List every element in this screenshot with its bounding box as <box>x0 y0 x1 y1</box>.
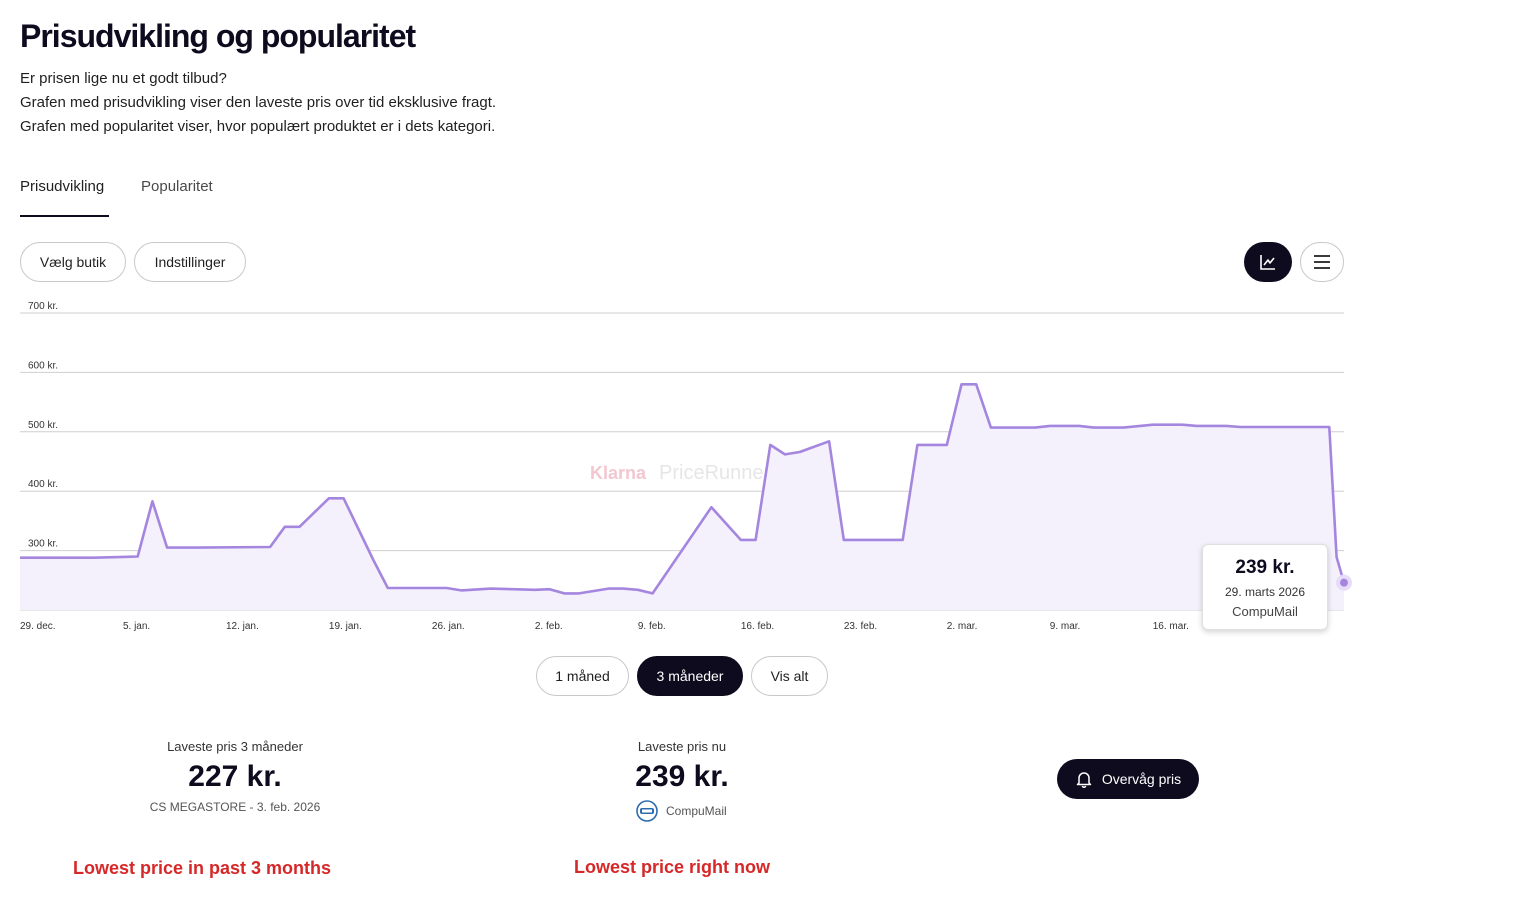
bell-icon <box>1076 772 1092 788</box>
x-tick-label: 9. feb. <box>638 621 666 632</box>
tooltip-price: 239 kr. <box>1235 557 1295 578</box>
watermark-brand: Klarna <box>590 463 647 483</box>
choose-store-button[interactable]: Vælg butik <box>20 242 126 282</box>
watermark-product: PriceRunner <box>659 462 771 484</box>
watch-price-button[interactable]: Overvåg pris <box>1057 759 1199 799</box>
range-all-button[interactable]: Vis alt <box>751 656 828 696</box>
compumail-logo-icon <box>636 800 658 822</box>
tooltip-store: CompuMail <box>1232 604 1298 619</box>
price-line <box>20 383 1346 595</box>
description-line-2: Grafen med prisudvikling viser den laves… <box>20 94 497 111</box>
tooltip-date: 29. marts 2026 <box>1224 585 1306 599</box>
current-price-marker[interactable] <box>1336 574 1352 591</box>
lowest-3m-value: 227 kr. <box>188 760 282 793</box>
description-line-1: Er prisen lige nu et godt tilbud? <box>20 70 227 87</box>
x-tick-label: 16. feb. <box>741 621 774 632</box>
tab-popularitet[interactable]: Popularitet <box>141 178 213 195</box>
x-tick-label: 29. dec. <box>20 621 56 632</box>
x-tick-label: 5. jan. <box>123 621 150 632</box>
x-tick-label: 19. jan. <box>329 621 362 632</box>
line-chart-icon <box>1260 255 1275 270</box>
description-line-3: Grafen med popularitet viser, hvor popul… <box>20 118 496 135</box>
x-tick-label: 2. feb. <box>535 621 563 632</box>
annotation-lowest-3-months: Lowest price in past 3 months <box>73 858 332 878</box>
lowest-now-store[interactable]: CompuMail <box>636 800 727 822</box>
y-tick-label: 400 kr. <box>28 479 58 490</box>
lowest-now-store-name: CompuMail <box>666 804 727 818</box>
y-tick-label: 700 kr. <box>28 301 58 312</box>
menu-icon <box>1314 255 1330 269</box>
x-tick-label: 12. jan. <box>226 621 259 632</box>
annotation-lowest-now: Lowest price right now <box>574 857 771 877</box>
x-tick-label: 26. jan. <box>432 621 465 632</box>
price-area <box>20 384 1344 610</box>
chart-view-button[interactable] <box>1244 242 1292 282</box>
lowest-now-value: 239 kr. <box>635 760 729 793</box>
lowest-3m-store-date: CS MEGASTORE - 3. feb. 2026 <box>149 800 321 814</box>
lowest-3m-label: Laveste pris 3 måneder <box>167 739 303 754</box>
page-title: Prisudvikling og popularitet <box>20 18 416 54</box>
price-chart: 700 kr.600 kr.500 kr.400 kr.300 kr.200 k… <box>20 301 1352 632</box>
x-tick-label: 9. mar. <box>1050 621 1081 632</box>
y-tick-label: 500 kr. <box>28 420 58 431</box>
tab-prisudvikling[interactable]: Prisudvikling <box>20 178 105 195</box>
x-tick-label: 16. mar. <box>1153 621 1189 632</box>
watch-price-label: Overvåg pris <box>1101 771 1182 787</box>
x-tick-label: 2. mar. <box>947 621 978 632</box>
lowest-now-label: Laveste pris nu <box>637 739 727 754</box>
settings-button[interactable]: Indstillinger <box>134 242 246 282</box>
x-tick-label: 23. feb. <box>844 621 877 632</box>
range-1-month-button[interactable]: 1 måned <box>536 656 629 696</box>
y-tick-label: 600 kr. <box>28 360 58 371</box>
range-3-months-button[interactable]: 3 måneder <box>637 656 743 696</box>
price-tooltip: 239 kr. 29. marts 2026 CompuMail <box>1202 544 1328 630</box>
active-tab-indicator <box>20 215 109 217</box>
y-tick-label: 300 kr. <box>28 539 58 550</box>
list-view-button[interactable] <box>1300 242 1344 282</box>
